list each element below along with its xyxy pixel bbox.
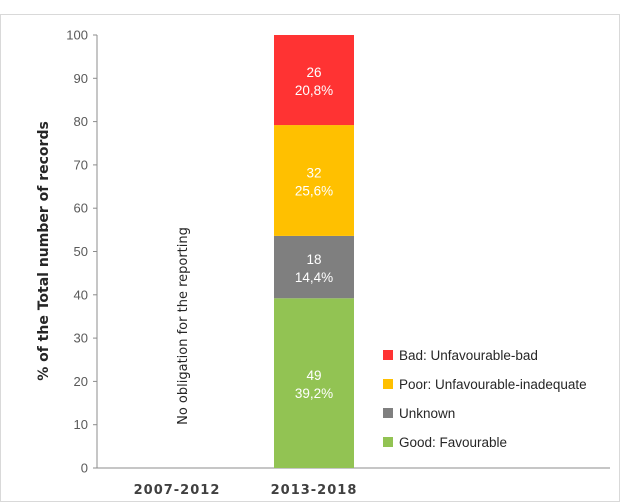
x-tick-label: 2007-2012 xyxy=(134,483,221,498)
data-label-count: 26 xyxy=(306,65,321,80)
legend-label: Poor: Unfavourable-inadequate xyxy=(399,377,587,392)
bar-segment xyxy=(274,35,354,126)
x-tick-group: 2007-2012 2013-2018 xyxy=(134,483,358,498)
x-tick-label: 2013-2018 xyxy=(271,483,358,498)
bar-group: 49 39,2% 18 14,4% 32 25,6% 26 20,8% xyxy=(274,35,354,468)
legend-label: Unknown xyxy=(399,406,455,421)
y-tick-label: 0 xyxy=(81,461,88,476)
y-tick-label: 10 xyxy=(74,417,88,432)
y-tick-group: 0 10 20 30 40 50 60 70 80 90 100 xyxy=(66,28,97,476)
bar-segment xyxy=(274,125,354,236)
legend-swatch xyxy=(383,379,393,389)
bar-segment xyxy=(274,298,354,468)
chart-frame xyxy=(0,14,620,502)
legend: Bad: Unfavourable-bad Poor: Unfavourable-… xyxy=(383,348,587,450)
data-label-percent: 14,4% xyxy=(295,270,333,285)
y-tick-label: 100 xyxy=(66,28,88,43)
no-obligation-annotation: No obligation for the reporting xyxy=(176,227,191,425)
bar-segment xyxy=(274,235,354,299)
y-tick-label: 50 xyxy=(74,244,88,259)
data-label-count: 49 xyxy=(306,368,321,383)
y-tick-label: 40 xyxy=(74,287,88,302)
legend-swatch xyxy=(383,408,393,418)
data-label-count: 18 xyxy=(306,252,321,267)
y-tick-label: 90 xyxy=(74,71,88,86)
legend-label: Bad: Unfavourable-bad xyxy=(399,348,538,363)
y-tick-label: 80 xyxy=(74,114,88,129)
y-tick-label: 60 xyxy=(74,201,88,216)
y-tick-label: 30 xyxy=(74,331,88,346)
data-label-percent: 39,2% xyxy=(295,386,333,401)
data-label-percent: 25,6% xyxy=(295,183,333,198)
y-axis-label: % of the Total number of records xyxy=(36,121,52,381)
y-tick-label: 70 xyxy=(74,157,88,172)
data-label-count: 32 xyxy=(306,165,321,180)
y-tick-label: 20 xyxy=(74,374,88,389)
legend-swatch xyxy=(383,437,393,447)
legend-swatch xyxy=(383,350,393,360)
data-label-percent: 20,8% xyxy=(295,83,333,98)
legend-label: Good: Favourable xyxy=(399,435,507,450)
